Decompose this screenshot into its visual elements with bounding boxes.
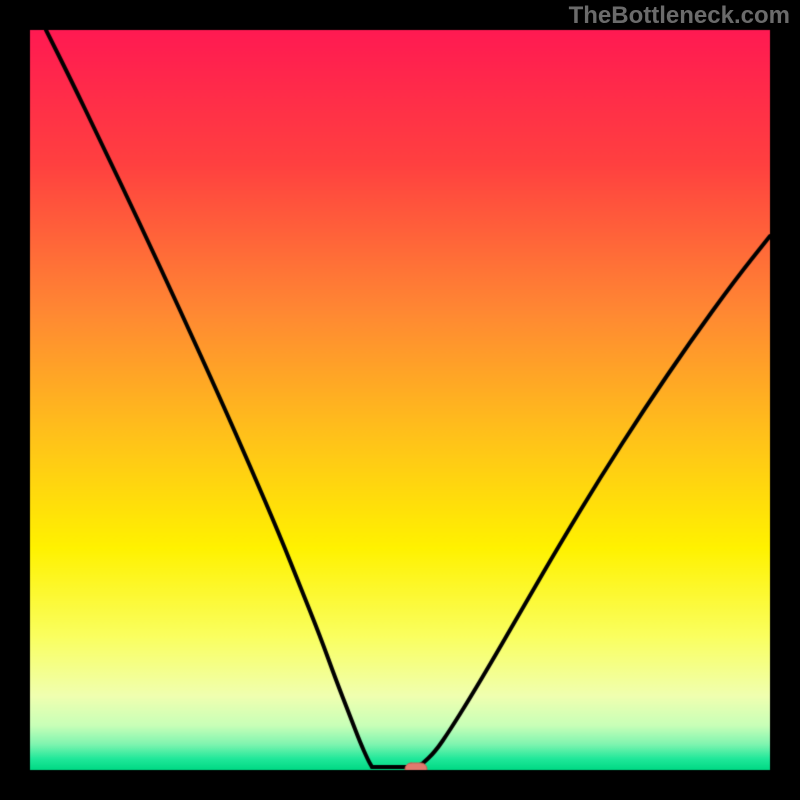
watermark-text: TheBottleneck.com: [569, 2, 790, 30]
bottleneck-chart-canvas: [0, 0, 800, 800]
chart-container: TheBottleneck.com: [0, 0, 800, 800]
